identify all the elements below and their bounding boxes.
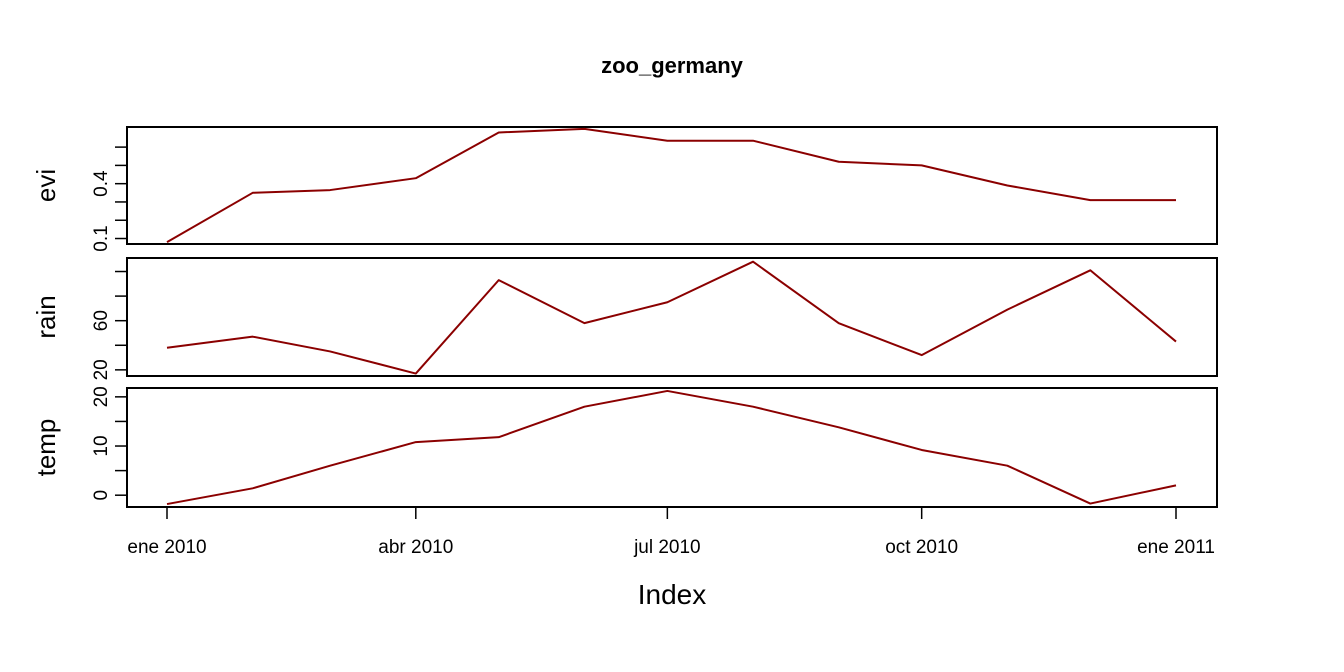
panel-frame-temp xyxy=(126,387,1218,508)
series-line-temp xyxy=(166,389,1177,506)
panel-rain: 20 60 rain xyxy=(31,257,1218,380)
panels-layer: 0.1 0.4 evi 20 60 rain 0 10 20 temp xyxy=(31,126,1218,508)
series-line-evi xyxy=(166,127,1176,244)
y-tick-label-rain: 60 xyxy=(91,310,112,331)
chart-title: zoo_germany xyxy=(601,53,744,78)
panel-label-rain: rain xyxy=(31,295,61,338)
panel-label-evi: evi xyxy=(31,169,61,202)
x-tick-label: abr 2010 xyxy=(378,537,453,558)
y-tick-label-temp: 10 xyxy=(91,435,112,456)
panel-frame-rain xyxy=(126,257,1218,377)
x-tick-label: ene 2011 xyxy=(1137,537,1215,558)
y-tick-label-rain: 20 xyxy=(91,359,112,380)
x-tick-label: ene 2010 xyxy=(127,537,206,558)
panel-label-temp: temp xyxy=(31,419,61,477)
panel-evi: 0.1 0.4 evi xyxy=(31,126,1218,252)
y-tick-label-evi: 0.4 xyxy=(91,170,112,197)
x-tick-label: jul 2010 xyxy=(633,537,701,558)
x-tick-label: oct 2010 xyxy=(885,537,958,558)
y-tick-label-temp: 20 xyxy=(91,386,112,407)
y-tick-label-temp: 0 xyxy=(91,490,112,501)
y-tick-label-evi: 0.1 xyxy=(91,225,112,251)
panel-temp: 0 10 20 temp xyxy=(31,386,1218,508)
panel-frame-evi xyxy=(126,126,1218,245)
series-line-rain xyxy=(166,260,1177,375)
x-axis-label: Index xyxy=(638,579,707,610)
x-axis: ene 2010 abr 2010 jul 2010 oct 2010 ene 2011 xyxy=(127,507,1215,558)
